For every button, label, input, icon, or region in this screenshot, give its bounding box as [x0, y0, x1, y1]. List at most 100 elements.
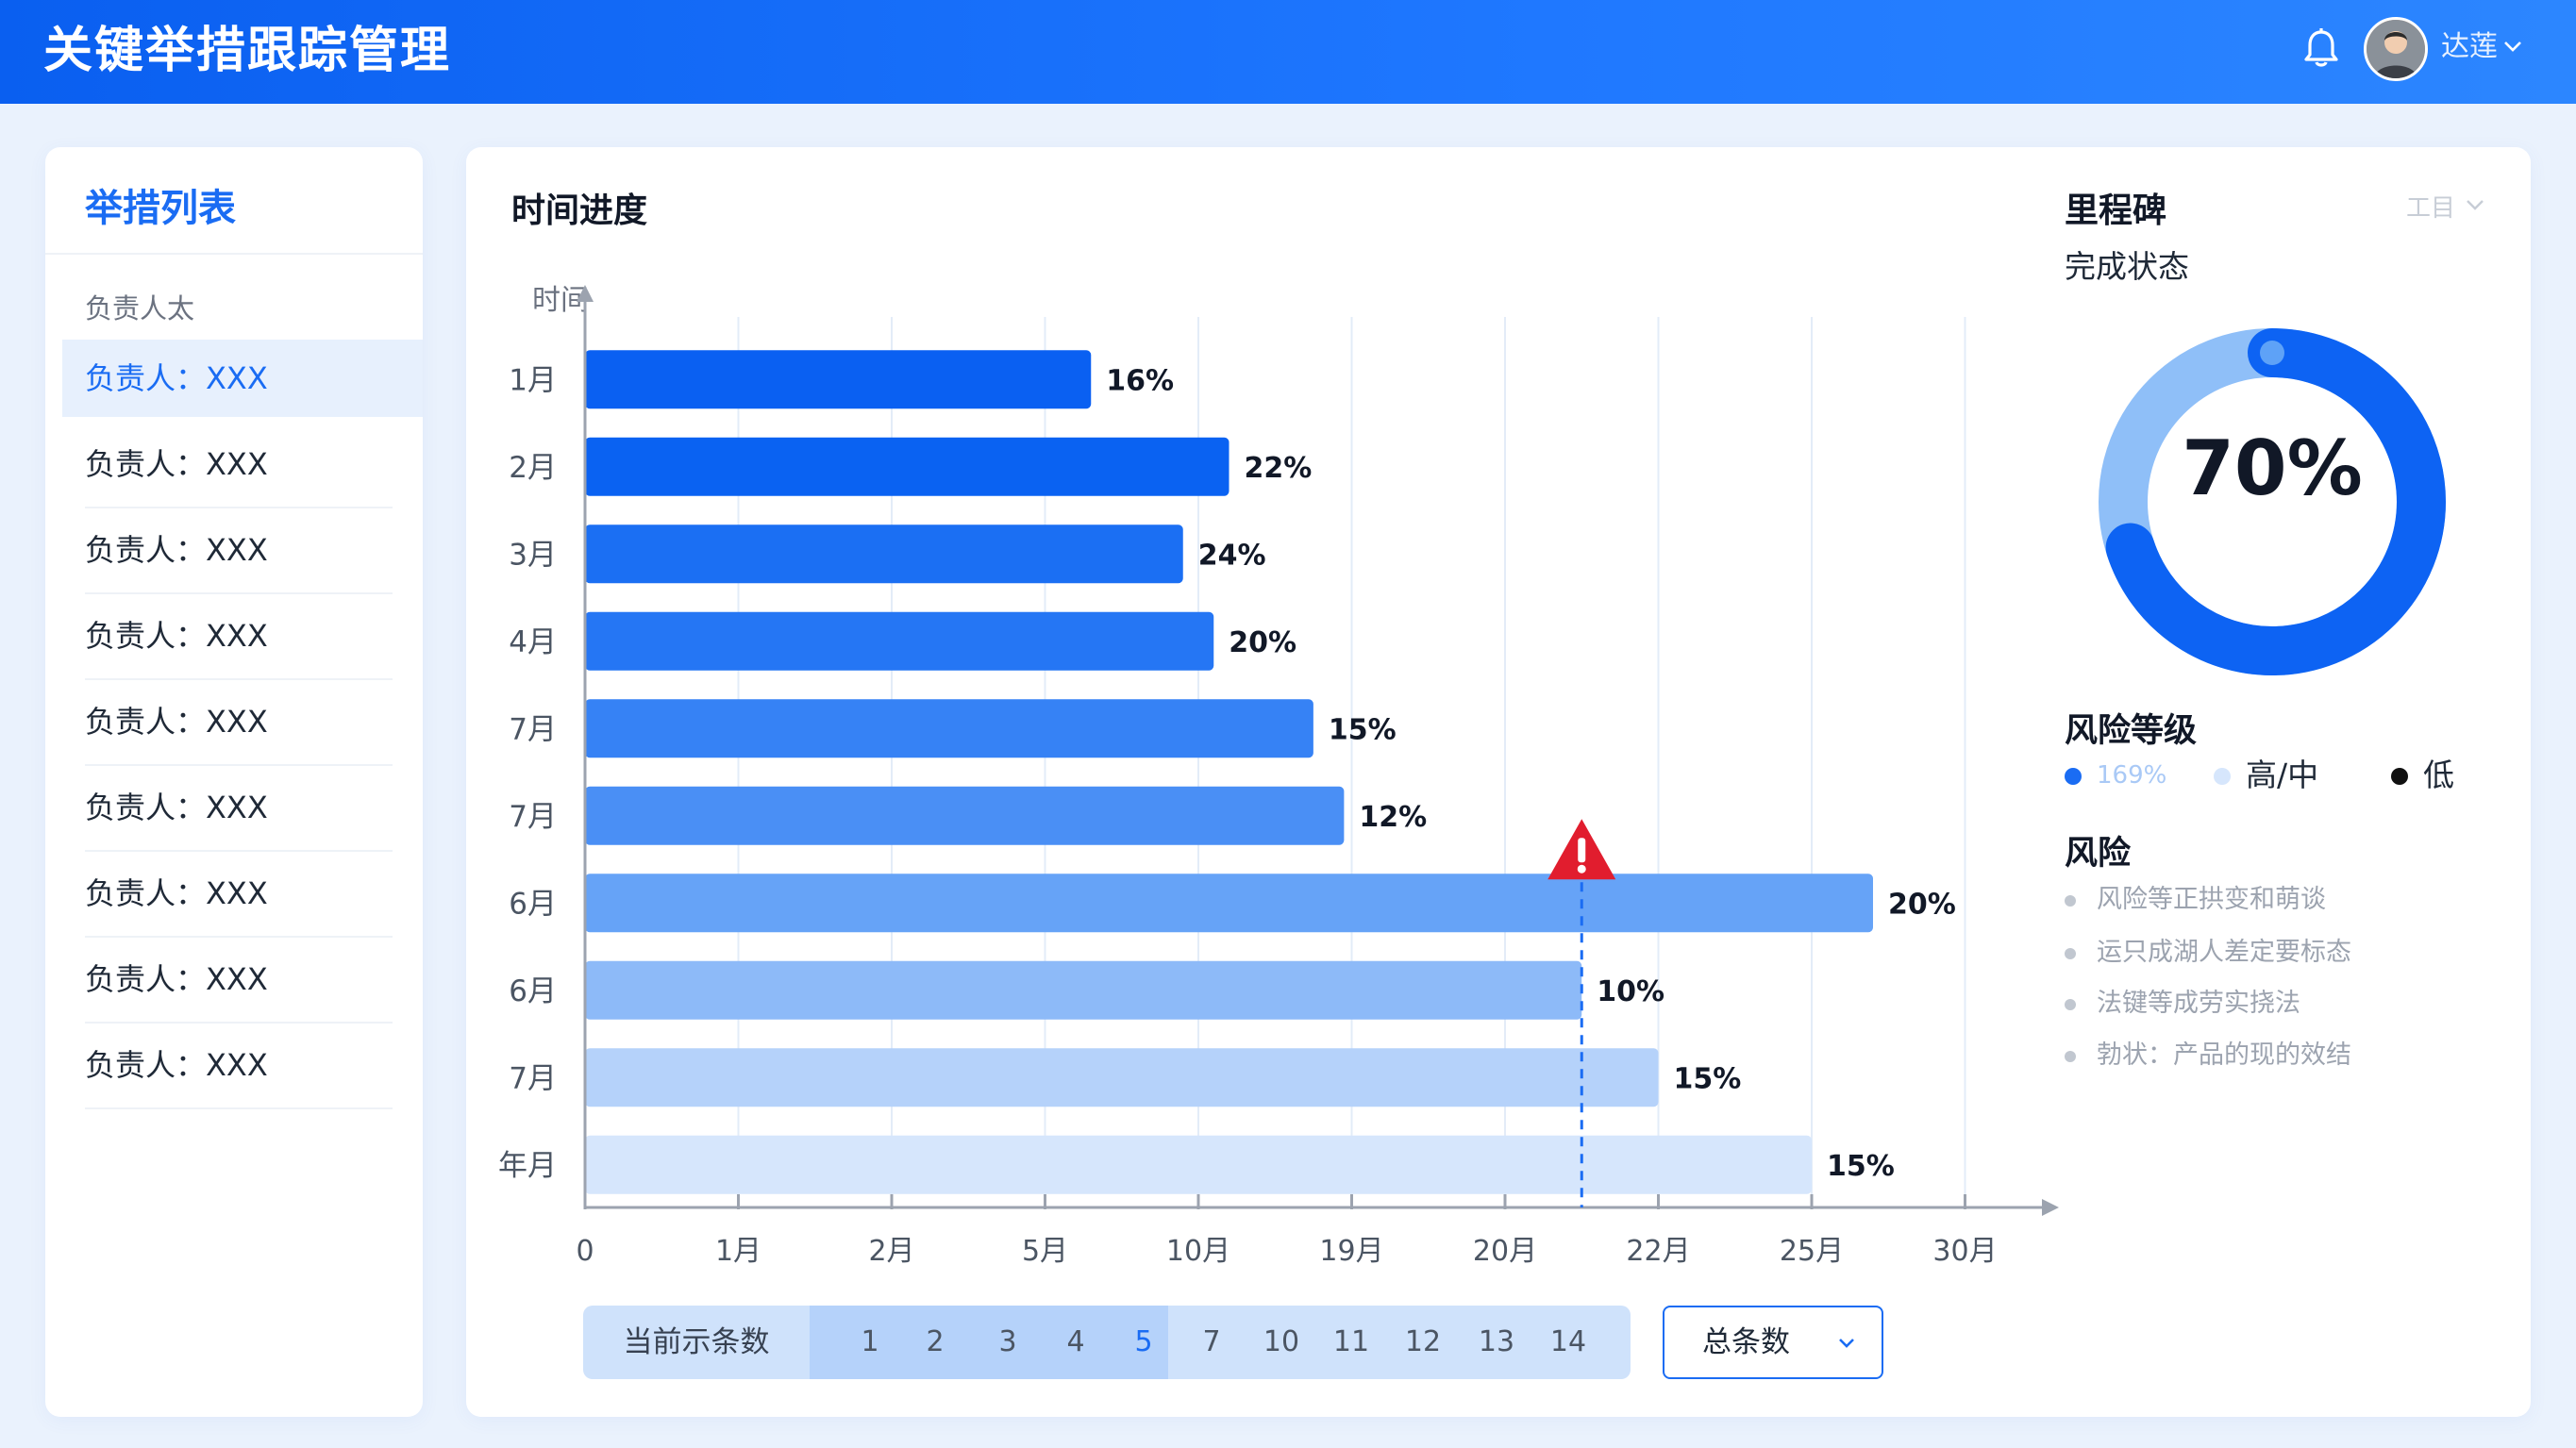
list-item-label: 负责人：XXX: [85, 446, 268, 482]
bar: [585, 350, 1092, 409]
bar-value-label: 15%: [1674, 1062, 1742, 1095]
top-bar: 关键举措跟踪管理 达莲: [0, 0, 2576, 104]
bar-value-label: 12%: [1359, 801, 1427, 834]
y-tick-label: 7月: [509, 1061, 557, 1095]
list-item-label: 负责人：XXX: [85, 875, 268, 911]
user-name[interactable]: 达莲: [2441, 30, 2498, 63]
legend-label: 169%: [2097, 761, 2167, 790]
chevron-down-icon[interactable]: [2501, 34, 2525, 58]
bar-value-label: 20%: [1229, 626, 1296, 659]
risk-item-text: 风险等正拱变和萌谈: [2097, 885, 2326, 914]
x-tick-label: 5月: [1022, 1235, 1068, 1268]
y-tick-label: 3月: [509, 538, 557, 572]
bar: [585, 437, 1229, 496]
bar-value-label: 16%: [1106, 364, 1174, 397]
y-tick-label: 1月: [509, 363, 557, 397]
progress-chart: 时间16%1月22%2月24%3月20%4月15%7月12%7月20%6月10%…: [498, 284, 2059, 1268]
list-item-label: 负责人：XXX: [85, 961, 268, 997]
x-tick-label: 2月: [868, 1235, 914, 1268]
list-item-label: 负责人：XXX: [85, 704, 268, 740]
page-button-12[interactable]: 12: [1404, 1325, 1442, 1358]
page-button-2[interactable]: 2: [926, 1325, 945, 1358]
app-title: 关键举措跟踪管理: [43, 23, 452, 79]
y-tick-label: 4月: [509, 625, 557, 659]
page-button-3[interactable]: 3: [998, 1325, 1017, 1358]
list-item[interactable]: 负责人：XXX: [62, 511, 423, 594]
y-tick-label: 2月: [509, 451, 557, 485]
list-item-label: 负责人：XXX: [85, 1047, 268, 1083]
milestone-filter-dropdown[interactable]: 工目: [2406, 189, 2484, 224]
legend-label: 低: [2423, 757, 2454, 793]
bullet-icon: [2065, 895, 2076, 907]
y-tick-label: 7月: [509, 800, 557, 834]
milestone-filter-label: 工目: [2406, 194, 2456, 223]
risk-item-text: 运只成湖人差定要标态: [2097, 938, 2351, 967]
bullet-icon: [2065, 999, 2076, 1010]
bar: [585, 524, 1183, 584]
list-title: 举措列表: [85, 187, 236, 230]
list-item[interactable]: 负责人：XXX: [62, 683, 423, 766]
y-tick-label: 年月: [498, 1149, 557, 1183]
bell-icon[interactable]: [2293, 21, 2350, 77]
pagination: 当前示条数 1 2 3 4 5 7 10 11 12 13 14: [583, 1306, 1631, 1379]
chevron-down-icon: [2467, 200, 2484, 210]
legend-dot: [2214, 768, 2231, 785]
x-tick-label: 0: [576, 1235, 594, 1268]
bar: [585, 611, 1214, 671]
donut-start-dot: [2260, 341, 2284, 365]
list-item-label: 负责人：XXX: [85, 790, 268, 825]
bar: [585, 960, 1582, 1020]
list-item[interactable]: 负责人：XXX: [62, 940, 423, 1024]
risk-title: 风险: [2065, 835, 2132, 873]
page-button-5[interactable]: 5: [1134, 1325, 1153, 1358]
bar: [585, 1048, 1659, 1107]
total-count-label: 总条数: [1702, 1325, 1790, 1359]
x-tick-label: 22月: [1626, 1235, 1690, 1268]
y-tick-label: 7月: [509, 712, 557, 746]
page-button-1[interactable]: 1: [861, 1325, 879, 1358]
initiative-list-panel: 举措列表 负责人太 负责人：XXX 负责人：XXX 负责人：XXX 负责人：XX…: [45, 147, 423, 1417]
risk-item-text: 勃状：产品的现的效结: [2097, 1040, 2351, 1070]
list-subtitle: 负责人太: [85, 292, 195, 325]
bar: [585, 874, 1873, 933]
chevron-down-icon: [1839, 1339, 1854, 1348]
legend-dot: [2391, 768, 2408, 785]
bar-value-label: 20%: [1888, 888, 1956, 921]
x-tick-label: 19月: [1319, 1235, 1383, 1268]
list-item[interactable]: 负责人：XXX: [62, 597, 423, 680]
x-tick-label: 20月: [1473, 1235, 1537, 1268]
page-button-11[interactable]: 11: [1332, 1325, 1370, 1358]
pagination-selected-range: [810, 1306, 1168, 1379]
bar-value-label: 24%: [1198, 539, 1266, 572]
y-tick-label: 6月: [509, 974, 557, 1008]
list-item[interactable]: 负责人：XXX: [62, 769, 423, 852]
risk-item-text: 法键等成劳实挠法: [2097, 989, 2300, 1018]
total-count-select[interactable]: 总条数: [1663, 1306, 1883, 1379]
y-axis-arrow: [577, 285, 594, 302]
chart-title: 时间进度: [511, 191, 648, 230]
list-item-label: 负责人：XXX: [85, 618, 268, 654]
page-button-4[interactable]: 4: [1066, 1325, 1085, 1358]
page-button-10[interactable]: 10: [1263, 1325, 1300, 1358]
x-tick-label: 30月: [1932, 1235, 1997, 1268]
page-button-13[interactable]: 13: [1478, 1325, 1515, 1358]
bar-value-label: 15%: [1827, 1150, 1895, 1183]
avatar[interactable]: [2364, 17, 2428, 81]
page-button-14[interactable]: 14: [1549, 1325, 1587, 1358]
page-button-7[interactable]: 7: [1202, 1325, 1221, 1358]
legend-dot: [2065, 768, 2082, 785]
bar: [585, 786, 1345, 845]
legend-label: 高/中: [2246, 757, 2319, 793]
bar-value-label: 15%: [1329, 713, 1397, 746]
pagination-label: 当前示条数: [623, 1325, 770, 1359]
milestone-subtitle: 完成状态: [2065, 248, 2189, 285]
list-item[interactable]: 负责人：XXX: [62, 1026, 423, 1109]
list-item[interactable]: 负责人：XXX: [62, 425, 423, 508]
list-item[interactable]: 负责人：XXX: [62, 340, 423, 417]
list-item[interactable]: 负责人：XXX: [62, 855, 423, 938]
bullet-icon: [2065, 1051, 2076, 1062]
x-tick-label: 10月: [1166, 1235, 1230, 1268]
milestone-donut-chart: [2099, 328, 2446, 675]
bar-value-label: 10%: [1597, 975, 1664, 1008]
bar: [585, 699, 1313, 758]
